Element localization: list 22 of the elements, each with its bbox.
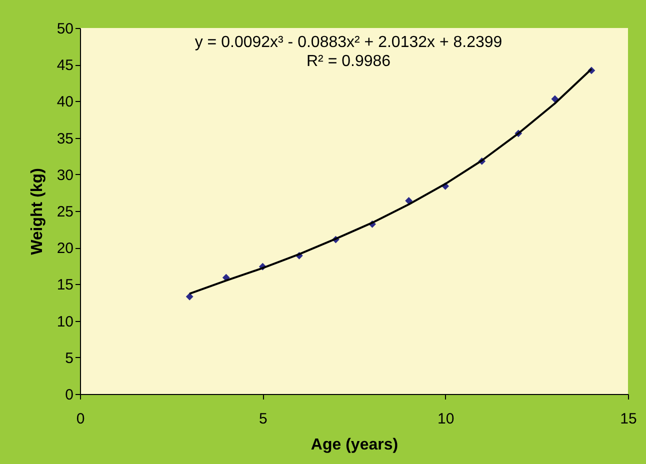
y-axis-title: Weight (kg) bbox=[28, 168, 46, 255]
y-tick-label: 10 bbox=[56, 313, 74, 330]
y-tick-label: 45 bbox=[56, 57, 74, 74]
x-tick-label: 0 bbox=[76, 410, 85, 428]
y-tick-label: 20 bbox=[56, 240, 74, 258]
x-tick-label: 5 bbox=[258, 410, 268, 428]
annotation: R² = 0.9986 bbox=[306, 53, 391, 70]
y-tick-label: 5 bbox=[65, 350, 74, 367]
point bbox=[186, 292, 194, 300]
y-tick-label: 30 bbox=[56, 166, 74, 184]
x-tick-label: 10 bbox=[437, 410, 454, 428]
x-axis-title: Age (years) bbox=[310, 436, 398, 454]
y-tick-label: 40 bbox=[56, 94, 74, 111]
y-tick-label: 0 bbox=[65, 386, 74, 404]
point bbox=[405, 197, 413, 204]
y-tick-label: 25 bbox=[56, 204, 74, 220]
y-tick-label: 15 bbox=[56, 276, 74, 294]
annotation: y = 0.0092x³ - 0.0883x² + 2.0132x + 8.2399 bbox=[194, 34, 502, 51]
y-tick-label: 35 bbox=[56, 130, 74, 148]
x-tick-label: 15 bbox=[620, 410, 637, 428]
y-tick-label: 50 bbox=[56, 20, 74, 38]
point bbox=[551, 95, 559, 103]
